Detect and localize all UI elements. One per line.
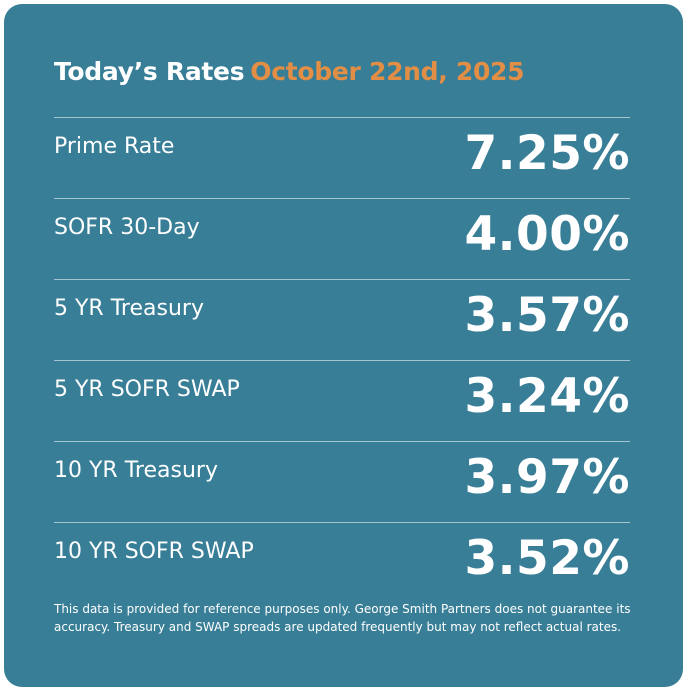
title-text: Today’s Rates (54, 57, 245, 86)
rate-row-10yr-sofr-swap: 10 YR SOFR SWAP 3.52% (54, 522, 630, 603)
rate-label: 10 YR Treasury (54, 458, 218, 483)
rate-row-5yr-treasury: 5 YR Treasury 3.57% (54, 279, 630, 360)
rate-value: 7.25% (464, 126, 630, 181)
rate-value: 3.57% (464, 288, 630, 343)
rate-value: 4.00% (464, 207, 630, 262)
rate-row-10yr-treasury: 10 YR Treasury 3.97% (54, 441, 630, 522)
title-date: October 22nd, 2025 (250, 57, 525, 86)
rate-row-sofr-30-day: SOFR 30-Day 4.00% (54, 198, 630, 279)
rates-card: Today’s Rates October 22nd, 2025 Prime Ra… (4, 4, 683, 687)
rates-list: Prime Rate 7.25% SOFR 30-Day 4.00% 5 YR … (54, 117, 630, 603)
rate-value: 3.97% (464, 450, 630, 505)
rate-label: SOFR 30-Day (54, 215, 200, 240)
rate-value: 3.52% (464, 531, 630, 586)
rate-label: 5 YR SOFR SWAP (54, 377, 240, 402)
page-title: Today’s Rates October 22nd, 2025 (54, 57, 525, 86)
rate-label: Prime Rate (54, 134, 175, 159)
disclaimer-text: This data is provided for reference purp… (54, 602, 631, 634)
rate-row-prime: Prime Rate 7.25% (54, 117, 630, 198)
rate-value: 3.24% (464, 369, 630, 424)
rate-label: 5 YR Treasury (54, 296, 204, 321)
rate-label: 10 YR SOFR SWAP (54, 539, 254, 564)
rate-row-5yr-sofr-swap: 5 YR SOFR SWAP 3.24% (54, 360, 630, 441)
